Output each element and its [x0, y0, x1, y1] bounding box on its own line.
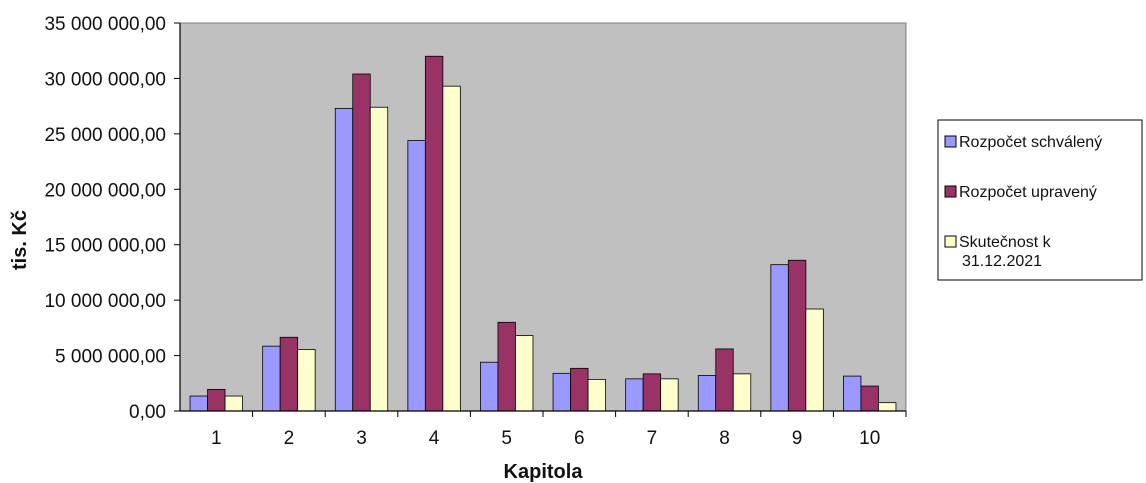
- bar-series-1-cat-7: [625, 378, 644, 412]
- y-tick-label: 20 000 000,00: [44, 180, 166, 201]
- bar-series-2-cat-1: [207, 388, 226, 412]
- bar-series-1-cat-6: [552, 372, 571, 412]
- legend-label: Skutečnost k 31.12.2021: [959, 234, 1052, 270]
- bar-series-3-cat-7: [660, 378, 679, 412]
- x-tick-label: 10: [859, 428, 880, 449]
- bar-series-2-cat-2: [279, 336, 299, 412]
- y-axis-ticks: 0,00 5 000 000,00 10 000 000,00 15 000 000,…: [44, 14, 180, 423]
- x-axis-ticks: 1 2 3 4 5 6 7 8 9 10: [211, 411, 907, 449]
- bar-series-3-cat-1: [224, 395, 243, 412]
- y-axis-title: tis. Kč: [9, 210, 31, 270]
- x-tick-label: 5: [501, 428, 512, 449]
- x-axis-title: Kapitola: [504, 461, 584, 483]
- legend-label: Rozpočet schválený: [959, 134, 1102, 151]
- bars: [189, 55, 897, 412]
- x-tick-label: 4: [429, 428, 440, 449]
- y-tick-label: 10 000 000,00: [44, 291, 166, 312]
- bar-series-1-cat-9: [770, 264, 789, 412]
- bar-series-3-cat-5: [515, 335, 534, 412]
- bar-series-3-cat-10: [878, 402, 897, 412]
- x-tick-label: 8: [719, 428, 730, 449]
- bar-series-1-cat-10: [843, 375, 862, 412]
- bar-series-2-cat-4: [424, 55, 444, 412]
- y-tick-label: 15 000 000,00: [44, 236, 166, 257]
- x-tick-label: 9: [792, 428, 803, 449]
- legend-box: [937, 119, 1143, 281]
- legend: Rozpočet schválený Rozpočet upravený Skute…: [937, 119, 1143, 281]
- bar-series-3-cat-8: [732, 373, 752, 412]
- y-tick-label: 35 000 000,00: [44, 14, 166, 35]
- bar-series-3-cat-3: [369, 106, 389, 412]
- legend-label: Rozpočet upravený: [959, 184, 1097, 201]
- x-tick-label: 1: [211, 428, 222, 449]
- y-tick-label: 30 000 000,00: [44, 69, 166, 90]
- bar-series-3-cat-9: [805, 308, 824, 412]
- bar-series-2-cat-9: [787, 259, 807, 412]
- bar-series-2-cat-5: [497, 321, 516, 412]
- bar-series-2-cat-7: [642, 373, 662, 412]
- bar-series-1-cat-1: [189, 395, 208, 412]
- bar-series-1-cat-3: [334, 107, 354, 412]
- x-tick-label: 6: [574, 428, 585, 449]
- bar-series-1-cat-4: [407, 140, 426, 412]
- y-tick-label: 0,00: [129, 402, 166, 423]
- bar-series-2-cat-3: [352, 73, 371, 412]
- bar-series-3-cat-6: [587, 379, 606, 412]
- x-tick-label: 7: [647, 428, 658, 449]
- legend-swatch: [944, 235, 957, 248]
- bar-series-1-cat-8: [697, 375, 717, 412]
- bar-series-3-cat-4: [442, 85, 461, 412]
- bar-series-3-cat-2: [297, 349, 316, 412]
- bar-series-2-cat-6: [570, 367, 589, 412]
- bar-series-1-cat-2: [262, 345, 281, 412]
- bar-series-1-cat-5: [480, 361, 499, 412]
- bar-series-2-cat-8: [715, 348, 734, 412]
- y-tick-label: 5 000 000,00: [55, 347, 166, 368]
- x-tick-label: 2: [284, 428, 295, 449]
- y-tick-label: 25 000 000,00: [44, 125, 166, 146]
- bar-series-2-cat-10: [860, 385, 879, 412]
- legend-swatch: [944, 185, 957, 198]
- x-tick-label: 3: [356, 428, 367, 449]
- legend-swatch: [944, 135, 957, 148]
